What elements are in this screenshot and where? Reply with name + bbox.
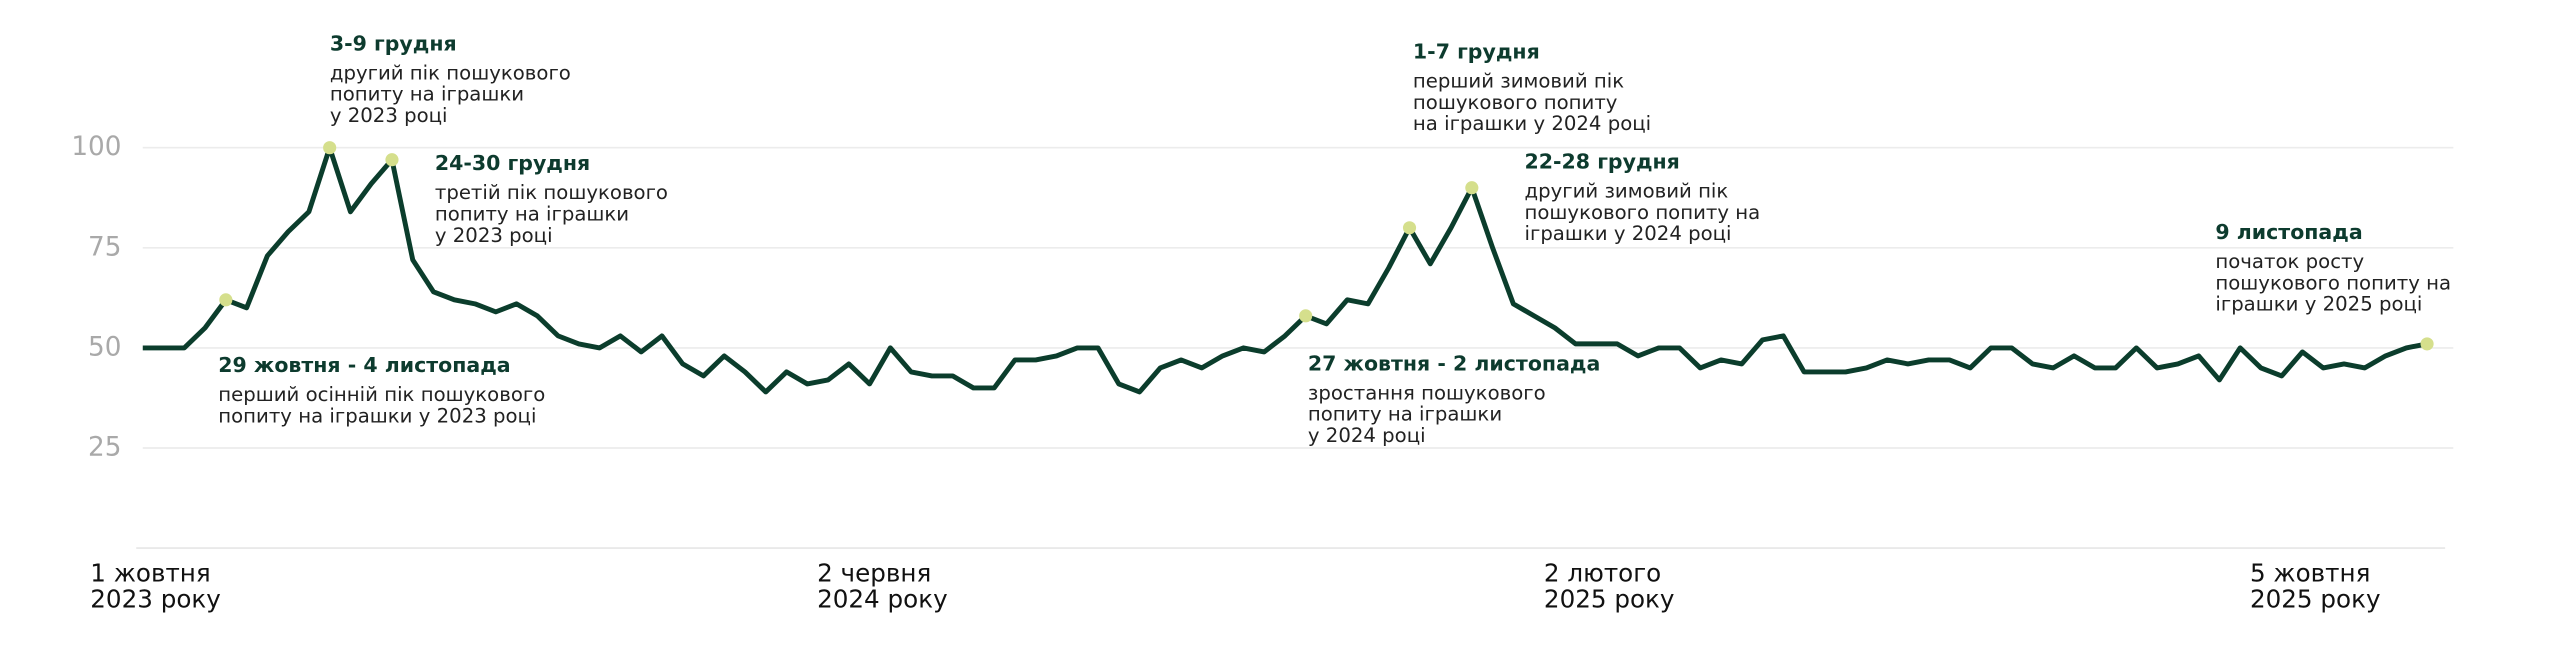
annotation-text: попиту на іграшки у 2023 році bbox=[218, 404, 536, 427]
x-tick-label-line: 5 жовтня bbox=[2250, 558, 2370, 587]
annotation-title: 24-30 грудня bbox=[435, 151, 590, 175]
highlight-point bbox=[1299, 309, 1313, 323]
annotation-text: пошукового попиту bbox=[1413, 91, 1618, 114]
y-tick-label: 100 bbox=[71, 132, 121, 162]
annotation-title: 29 жовтня - 4 листопада bbox=[218, 353, 510, 377]
x-tick-label: 1 жовтня 2023 року bbox=[90, 558, 221, 613]
y-tick-label: 50 bbox=[88, 332, 121, 362]
x-tick-label-line: 2 червня bbox=[817, 558, 931, 587]
annotation-title: 22-28 грудня bbox=[1525, 149, 1680, 173]
annotation-text: третій пік пошукового bbox=[435, 181, 668, 204]
annotation-text: пошукового попиту на bbox=[2215, 271, 2451, 294]
x-tick-label: 5 жовтня 2025 року bbox=[2250, 558, 2381, 613]
annotation-text: у 2023 році bbox=[330, 104, 448, 127]
annotation-title: 9 листопада bbox=[2215, 220, 2362, 244]
annotation-text: другий зимовий пік bbox=[1525, 180, 1729, 203]
highlight-point bbox=[1465, 181, 1479, 195]
annotation-title: 27 жовтня - 2 листопада bbox=[1308, 351, 1600, 375]
highlight-point bbox=[385, 153, 399, 167]
annotation-text: другий пік пошукового bbox=[330, 61, 571, 84]
annotation-text: у 2023 році bbox=[435, 224, 553, 247]
x-tick-label-line: 2024 року bbox=[817, 585, 948, 614]
x-tick-label: 2 лютого 2025 року bbox=[1544, 558, 1675, 613]
data-line bbox=[142, 145, 2428, 395]
annotation-text: іграшки у 2025 році bbox=[2215, 293, 2422, 316]
annotation-text: на іграшки у 2024 році bbox=[1413, 112, 1651, 135]
annotation-text: попиту на іграшки bbox=[435, 202, 629, 225]
highlight-point bbox=[219, 293, 233, 307]
annotation-title: 1-7 грудня bbox=[1413, 40, 1540, 64]
x-tick-label-line: 1 жовтня bbox=[90, 558, 210, 587]
y-tick-label: 75 bbox=[88, 232, 121, 262]
highlight-point bbox=[1402, 221, 1417, 235]
annotation-text: попиту на іграшки bbox=[1308, 403, 1502, 426]
annotation-text: іграшки у 2024 році bbox=[1525, 222, 1732, 245]
x-tick-label-line: 2025 року bbox=[2250, 585, 2381, 614]
annotation-title: 3-9 грудня bbox=[330, 31, 457, 55]
annotation-text: зростання пошукового bbox=[1308, 381, 1546, 404]
x-tick-label-line: 2 лютого bbox=[1544, 558, 1661, 587]
annotation-text: перший зимовий пік bbox=[1413, 70, 1624, 93]
x-tick-label: 2 червня 2024 року bbox=[817, 558, 948, 613]
annotation-text: попиту на іграшки bbox=[330, 83, 524, 106]
annotation-text: пошукового попиту на bbox=[1525, 201, 1761, 224]
y-tick-label: 25 bbox=[88, 433, 121, 463]
annotation-text: у 2024 році bbox=[1308, 424, 1426, 447]
highlight-point bbox=[2420, 337, 2434, 351]
annotation-text: перший осінній пік пошукового bbox=[218, 383, 545, 406]
highlight-point bbox=[323, 141, 337, 155]
annotation-text: початок росту bbox=[2215, 250, 2364, 273]
x-tick-label-line: 2023 року bbox=[90, 585, 221, 614]
x-tick-label-line: 2025 року bbox=[1544, 585, 1675, 614]
